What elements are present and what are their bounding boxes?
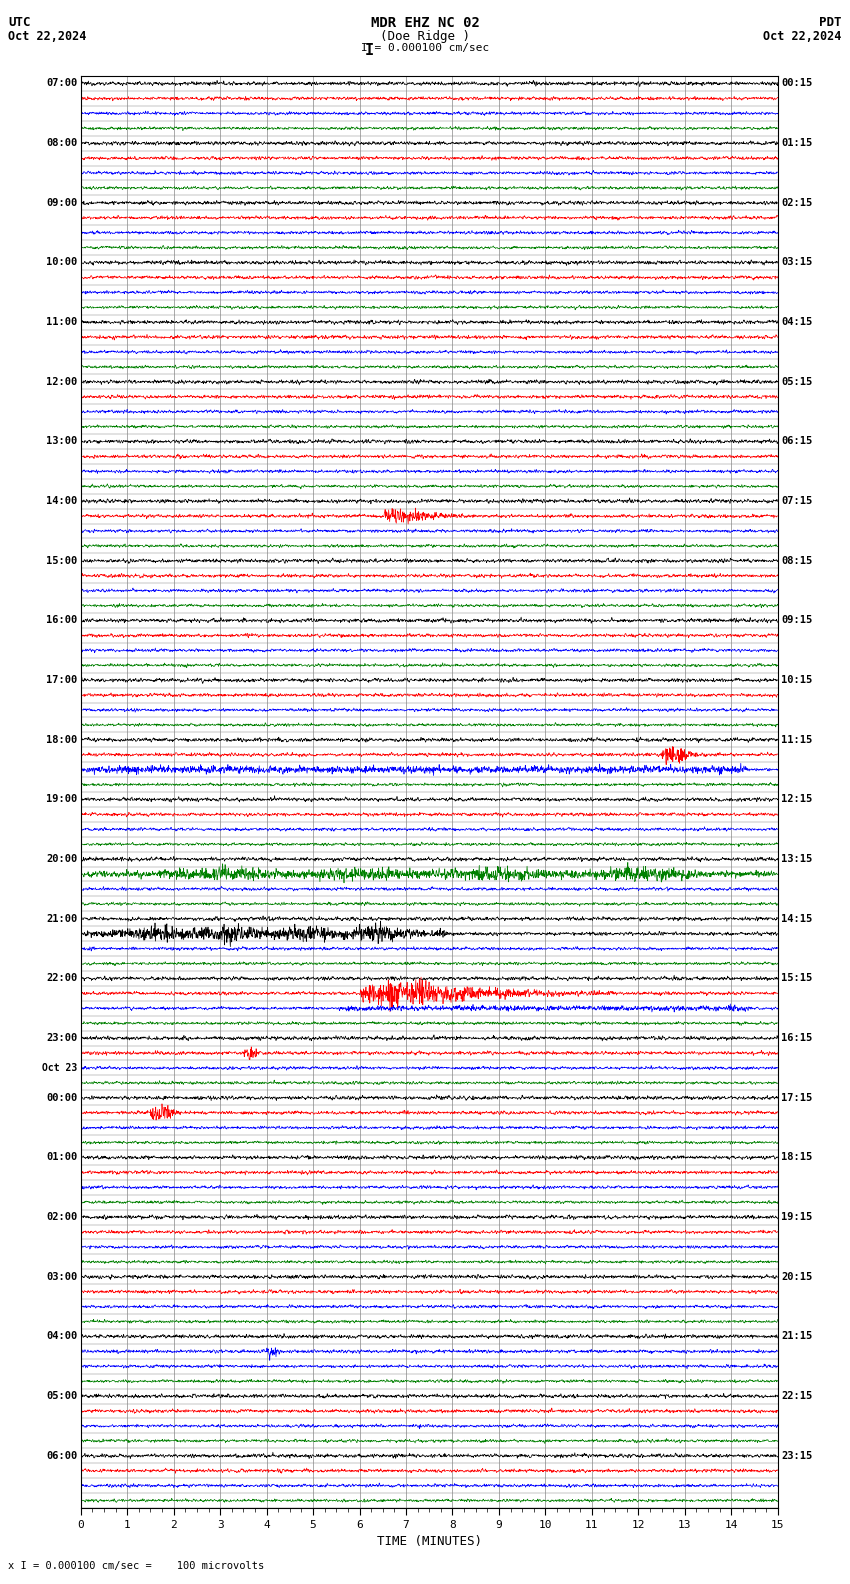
Text: 16:00: 16:00 <box>46 616 77 626</box>
Text: 22:00: 22:00 <box>46 974 77 984</box>
Text: Oct 23: Oct 23 <box>42 1063 77 1072</box>
Text: 14:00: 14:00 <box>46 496 77 507</box>
Text: 15:00: 15:00 <box>46 556 77 565</box>
Text: 18:15: 18:15 <box>781 1153 813 1163</box>
Text: 04:00: 04:00 <box>46 1332 77 1342</box>
Text: 16:15: 16:15 <box>781 1033 813 1044</box>
Text: 20:00: 20:00 <box>46 854 77 865</box>
Text: 09:00: 09:00 <box>46 198 77 208</box>
Text: 06:00: 06:00 <box>46 1451 77 1460</box>
Text: 23:00: 23:00 <box>46 1033 77 1044</box>
Text: 01:00: 01:00 <box>46 1153 77 1163</box>
Text: UTC: UTC <box>8 16 31 29</box>
Text: 23:15: 23:15 <box>781 1451 813 1460</box>
Text: 04:15: 04:15 <box>781 317 813 328</box>
Text: 00:15: 00:15 <box>781 79 813 89</box>
Text: 19:00: 19:00 <box>46 795 77 805</box>
Text: 21:15: 21:15 <box>781 1332 813 1342</box>
Text: 13:00: 13:00 <box>46 437 77 447</box>
Text: 11:15: 11:15 <box>781 735 813 744</box>
Text: 10:15: 10:15 <box>781 675 813 686</box>
Text: MDR EHZ NC 02: MDR EHZ NC 02 <box>371 16 479 30</box>
Text: Oct 22,2024: Oct 22,2024 <box>763 30 842 43</box>
Text: 08:00: 08:00 <box>46 138 77 149</box>
Text: Oct 22,2024: Oct 22,2024 <box>8 30 87 43</box>
Text: 18:00: 18:00 <box>46 735 77 744</box>
Text: 20:15: 20:15 <box>781 1272 813 1281</box>
Text: 17:15: 17:15 <box>781 1093 813 1102</box>
Text: 14:15: 14:15 <box>781 914 813 923</box>
Text: 02:00: 02:00 <box>46 1212 77 1223</box>
Text: 13:15: 13:15 <box>781 854 813 865</box>
Text: 06:15: 06:15 <box>781 437 813 447</box>
Text: I: I <box>366 43 374 57</box>
X-axis label: TIME (MINUTES): TIME (MINUTES) <box>377 1535 482 1548</box>
Text: 08:15: 08:15 <box>781 556 813 565</box>
Text: 07:15: 07:15 <box>781 496 813 507</box>
Text: 07:00: 07:00 <box>46 79 77 89</box>
Text: 11:00: 11:00 <box>46 317 77 328</box>
Text: 02:15: 02:15 <box>781 198 813 208</box>
Text: 12:15: 12:15 <box>781 795 813 805</box>
Text: 09:15: 09:15 <box>781 616 813 626</box>
Text: (Doe Ridge ): (Doe Ridge ) <box>380 30 470 43</box>
Text: 03:00: 03:00 <box>46 1272 77 1281</box>
Text: 19:15: 19:15 <box>781 1212 813 1223</box>
Text: 00:00: 00:00 <box>46 1093 77 1102</box>
Text: 01:15: 01:15 <box>781 138 813 149</box>
Text: 10:00: 10:00 <box>46 258 77 268</box>
Text: x I = 0.000100 cm/sec =    100 microvolts: x I = 0.000100 cm/sec = 100 microvolts <box>8 1562 264 1571</box>
Text: 17:00: 17:00 <box>46 675 77 686</box>
Text: 12:00: 12:00 <box>46 377 77 386</box>
Text: 05:00: 05:00 <box>46 1391 77 1402</box>
Text: 21:00: 21:00 <box>46 914 77 923</box>
Text: PDT: PDT <box>819 16 842 29</box>
Text: I = 0.000100 cm/sec: I = 0.000100 cm/sec <box>361 43 489 52</box>
Text: 15:15: 15:15 <box>781 974 813 984</box>
Text: 22:15: 22:15 <box>781 1391 813 1402</box>
Text: 03:15: 03:15 <box>781 258 813 268</box>
Text: 05:15: 05:15 <box>781 377 813 386</box>
